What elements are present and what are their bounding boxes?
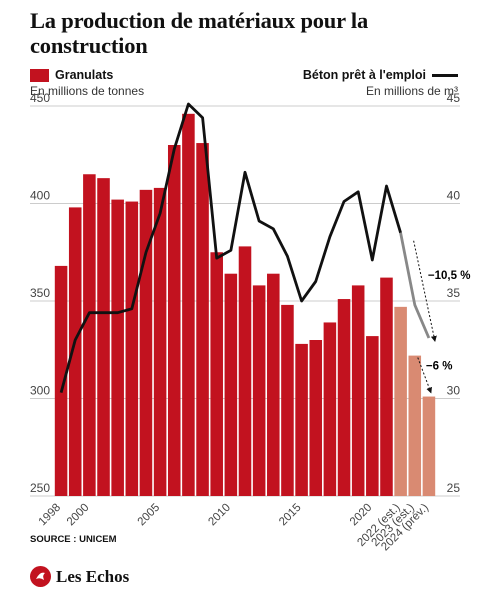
y-right-tick-label: 25 <box>447 481 461 495</box>
logo-text: Les Echos <box>56 566 130 586</box>
bar-granulats <box>422 396 436 496</box>
chart-title: La production de matériaux pour la const… <box>30 8 369 58</box>
bar-granulats <box>252 285 266 496</box>
bar-granulats <box>238 246 252 496</box>
y-left-tick-label: 250 <box>30 481 50 495</box>
bar-granulats <box>394 306 407 496</box>
x-tick-label: 1998 <box>37 502 64 529</box>
x-tick-label: 2015 <box>277 502 304 529</box>
x-tick-label: 2000 <box>65 502 92 529</box>
y-left-tick-label: 300 <box>30 384 50 398</box>
legend-beton-unit: En millions de m³ <box>365 84 458 98</box>
y-right-tick-label: 30 <box>447 384 461 398</box>
bar-granulats <box>167 145 181 496</box>
les-echos-logo: Les Echos <box>30 566 129 587</box>
line-legend-swatch <box>432 73 458 77</box>
bar-granulats <box>210 252 223 496</box>
annotation-beton-label: −10,5 % <box>428 270 471 282</box>
bar-granulats <box>408 355 422 496</box>
annotation-arrow-beton <box>413 240 437 343</box>
bar-granulats <box>182 113 195 497</box>
y-left-tick-label: 450 <box>30 91 50 105</box>
bar-granulats <box>224 273 238 496</box>
line-beton-estimate <box>399 232 431 339</box>
legend-granulats-unit: En millions de tonnes <box>30 84 145 98</box>
legend-beton-label: Béton prêt à l'emploi <box>302 68 426 82</box>
legend-granulats: Granulats En millions de tonnes <box>30 68 144 98</box>
bar-granulats <box>351 285 365 496</box>
y-right-tick-label: 45 <box>447 91 461 105</box>
bar-granulats <box>323 322 337 496</box>
logo-emblem-icon <box>30 566 51 587</box>
legend-beton: Béton prêt à l'emploi En millions de m³ <box>303 68 458 98</box>
bar-granulats <box>366 336 379 496</box>
bar-granulats <box>309 340 323 496</box>
bar-granulats <box>267 273 280 496</box>
bar-granulats <box>196 143 209 497</box>
bar-granulats <box>337 299 351 496</box>
bar-granulats <box>295 343 308 496</box>
bar-granulats <box>281 304 294 496</box>
bar-granulats <box>54 265 68 496</box>
source-note: SOURCE : UNICEM <box>30 534 117 545</box>
y-right-tick-label: 40 <box>447 189 461 203</box>
bar-legend-swatch <box>30 68 49 82</box>
bar-granulats <box>97 178 110 496</box>
annotation-granulats-label: −6 % <box>426 361 453 373</box>
bar-granulats <box>153 187 167 496</box>
x-tick-label: 2005 <box>136 502 163 529</box>
y-right-tick-label: 35 <box>447 286 461 300</box>
bar-granulats <box>380 277 393 496</box>
bar-granulats <box>68 207 82 496</box>
line-beton <box>59 102 402 393</box>
bar-granulats <box>111 199 124 496</box>
bar-granulats <box>139 189 153 496</box>
bar-granulats <box>125 201 139 497</box>
bar-granulats <box>83 174 96 496</box>
legend-granulats-label: Granulats <box>55 68 114 82</box>
y-left-tick-label: 350 <box>30 286 50 300</box>
y-left-tick-label: 400 <box>30 189 50 203</box>
x-tick-label: 2010 <box>206 502 233 529</box>
